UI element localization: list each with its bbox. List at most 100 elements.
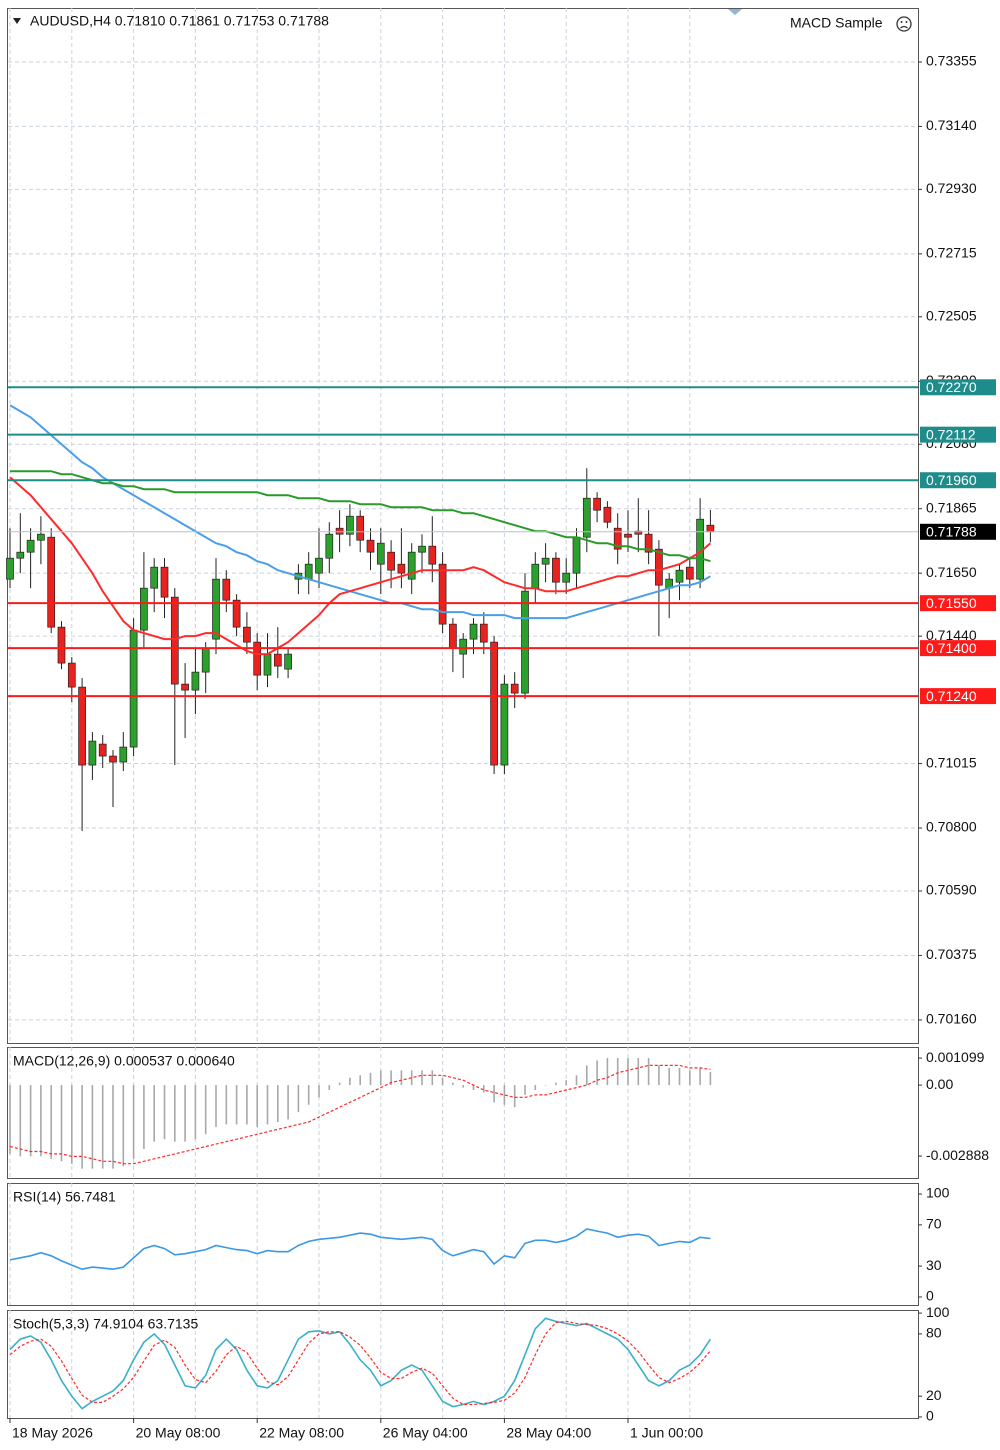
y-tick-label: 0.72505 xyxy=(926,308,977,324)
moving-average xyxy=(10,470,711,563)
x-tick-label: 22 May 08:00 xyxy=(259,1425,344,1441)
histogram-bar xyxy=(349,1077,351,1086)
candle-body xyxy=(469,623,478,640)
y-tick-label: 0.73140 xyxy=(926,117,977,133)
candle-body xyxy=(675,569,684,583)
level-label: 0.72112 xyxy=(926,426,976,442)
candle-body xyxy=(572,536,581,574)
symbol-menu-arrow[interactable] xyxy=(13,18,21,24)
histogram-bar xyxy=(524,1085,526,1095)
candle-body xyxy=(335,527,344,535)
histogram-bar xyxy=(122,1085,125,1167)
candle-body xyxy=(26,539,35,553)
candle-body xyxy=(624,533,632,538)
histogram-bar xyxy=(60,1085,63,1162)
histogram-bar xyxy=(318,1085,320,1098)
one-click-arrow[interactable] xyxy=(728,9,742,15)
level-label-box xyxy=(920,595,996,612)
y-tick-label: 0.71440 xyxy=(926,627,977,643)
level-label-box xyxy=(920,379,996,396)
candle-body xyxy=(449,623,457,649)
last-price-label: 0.71788 xyxy=(926,523,977,539)
plot-layer: 18 May 2026 20 May 08:00 22 May 08:00 26 Ma… xyxy=(6,8,996,1441)
level-label-box xyxy=(920,640,996,657)
y-tick-label: 20 xyxy=(926,1387,942,1403)
histogram-bar xyxy=(555,1082,557,1086)
y-tick-label: 70 xyxy=(926,1216,942,1232)
candle-body xyxy=(407,551,416,580)
histogram-bar xyxy=(81,1085,83,1169)
candle-body xyxy=(57,626,66,664)
expert-icon-eye xyxy=(905,21,908,23)
expert-icon[interactable] xyxy=(896,16,912,32)
histogram-bar xyxy=(29,1085,32,1157)
histogram-bar xyxy=(400,1070,403,1086)
indicator-title: MACD(12,26,9) 0.000537 0.000640 xyxy=(13,1053,235,1069)
histogram-bar xyxy=(328,1085,331,1091)
y-tick-label: 0.70375 xyxy=(926,946,977,962)
candle-body xyxy=(325,533,334,559)
moving-average xyxy=(9,404,711,620)
candle-body xyxy=(397,563,406,574)
candle-body xyxy=(16,551,25,559)
candle-body xyxy=(67,662,76,688)
histogram-bar xyxy=(369,1072,372,1086)
histogram-bar xyxy=(575,1075,578,1086)
histogram-bar xyxy=(544,1085,547,1086)
candle-body xyxy=(232,599,241,628)
expert-icon-eye xyxy=(900,21,903,23)
candle-body xyxy=(655,548,663,586)
histogram-bar xyxy=(266,1085,269,1125)
indicator-title: Stoch(5,3,3) 74.9104 63.7135 xyxy=(13,1316,198,1332)
histogram-bar xyxy=(658,1065,660,1086)
histogram-bar xyxy=(40,1085,42,1157)
y-tick-label: 0.70590 xyxy=(926,882,977,898)
candle-body xyxy=(603,506,612,523)
y-tick-label: 100 xyxy=(926,1185,950,1201)
histogram-bar xyxy=(19,1085,22,1157)
histogram-bar xyxy=(9,1085,11,1154)
histogram-bar xyxy=(637,1058,640,1086)
candle-body xyxy=(510,683,519,694)
level-label: 0.71960 xyxy=(926,472,977,488)
indicator-title: RSI(14) 56.7481 xyxy=(13,1189,116,1205)
histogram-bar xyxy=(91,1085,94,1169)
candle-body xyxy=(304,563,313,580)
macd-panel-frame xyxy=(7,1047,919,1179)
histogram-bar xyxy=(50,1085,52,1159)
candle-body xyxy=(273,653,282,667)
histogram-bar xyxy=(390,1070,392,1086)
indicator-line xyxy=(9,1064,711,1165)
histogram-bar xyxy=(153,1085,155,1142)
candle-body xyxy=(88,740,97,766)
histogram-bar xyxy=(647,1058,650,1086)
y-tick-label: 0.001099 xyxy=(926,1049,985,1065)
histogram-bar xyxy=(338,1082,341,1086)
histogram-bar xyxy=(627,1058,629,1086)
y-tick-label: 0.72715 xyxy=(926,245,977,261)
histogram-bar xyxy=(513,1085,516,1108)
histogram-bar xyxy=(689,1070,691,1086)
histogram-bar xyxy=(462,1085,464,1088)
histogram-bar xyxy=(204,1085,207,1135)
histogram-bar xyxy=(101,1085,104,1169)
candle-body xyxy=(315,557,323,574)
candle-body xyxy=(644,533,653,553)
y-tick-label: 100 xyxy=(926,1304,950,1320)
candle-body xyxy=(140,587,148,631)
expert-icon-mouth xyxy=(900,25,908,29)
candle-body xyxy=(500,683,509,766)
histogram-bar xyxy=(606,1058,609,1086)
rsi-panel-frame xyxy=(7,1183,919,1306)
histogram-bar xyxy=(112,1085,114,1169)
x-tick-label: 28 May 04:00 xyxy=(506,1425,591,1441)
y-tick-label: -0.002888 xyxy=(926,1147,989,1163)
expert-icon-face xyxy=(896,16,912,32)
histogram-bar xyxy=(616,1058,619,1086)
candle-body xyxy=(593,497,601,511)
level-label-box xyxy=(920,426,996,443)
level-label: 0.71240 xyxy=(926,688,977,704)
candle-body xyxy=(552,557,560,583)
y-tick-label: 0.72930 xyxy=(926,180,977,196)
